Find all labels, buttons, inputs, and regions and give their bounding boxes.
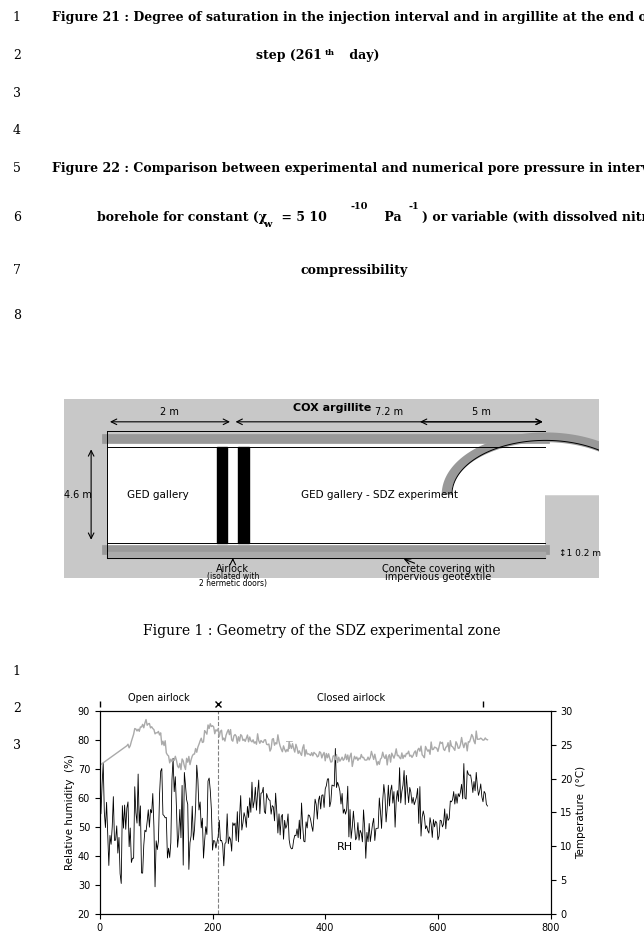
Text: 2: 2 xyxy=(13,702,21,715)
Text: 5: 5 xyxy=(13,162,21,175)
Text: GED gallery - SDZ experiment: GED gallery - SDZ experiment xyxy=(301,490,459,499)
Text: step (261: step (261 xyxy=(256,49,322,62)
Text: 4.6 m: 4.6 m xyxy=(64,490,91,499)
Text: Figure 22 : Comparison between experimental and numerical pore pressure in inter: Figure 22 : Comparison between experimen… xyxy=(52,162,644,175)
Text: -10: -10 xyxy=(351,202,368,211)
Text: = 5 10: = 5 10 xyxy=(277,211,327,224)
Text: Airlock: Airlock xyxy=(216,564,249,574)
Y-axis label: Temperature  (°C): Temperature (°C) xyxy=(576,766,585,859)
Text: 7.2 m: 7.2 m xyxy=(375,407,403,417)
Text: -1: -1 xyxy=(409,202,419,211)
Text: Figure 21 : Degree of saturation in the injection interval and in argillite at t: Figure 21 : Degree of saturation in the … xyxy=(52,11,644,24)
Text: 5 m: 5 m xyxy=(472,407,491,417)
Text: 6: 6 xyxy=(13,211,21,224)
Text: RH: RH xyxy=(336,842,353,853)
Text: Closed airlock: Closed airlock xyxy=(316,692,384,703)
Text: 7: 7 xyxy=(13,264,21,277)
Text: ) or variable (with dissolved nitrogen concentrat…: ) or variable (with dissolved nitrogen c… xyxy=(422,211,644,224)
Text: T: T xyxy=(286,741,292,751)
Text: impervious geotextile: impervious geotextile xyxy=(386,572,491,581)
Text: 3: 3 xyxy=(13,739,21,752)
Text: 3: 3 xyxy=(13,87,21,100)
Text: GED gallery: GED gallery xyxy=(127,490,189,499)
Text: day): day) xyxy=(345,49,379,62)
Bar xyxy=(107,439,545,550)
Text: 1: 1 xyxy=(13,665,21,678)
Text: borehole for constant (χ: borehole for constant (χ xyxy=(97,211,267,224)
Text: w: w xyxy=(263,220,271,230)
Text: 2 m: 2 m xyxy=(160,407,179,417)
Text: 1: 1 xyxy=(13,11,21,24)
Text: compressibility: compressibility xyxy=(301,264,408,277)
Text: Figure 1 : Geometry of the SDZ experimental zone: Figure 1 : Geometry of the SDZ experimen… xyxy=(143,624,501,638)
Bar xyxy=(64,398,599,578)
Text: ↕1 0.2 m: ↕1 0.2 m xyxy=(559,549,601,558)
Text: th: th xyxy=(325,49,336,57)
Y-axis label: Relative humidity  (%): Relative humidity (%) xyxy=(65,755,75,870)
Text: 2: 2 xyxy=(13,49,21,62)
Text: Open airlock: Open airlock xyxy=(128,692,190,703)
Text: 8: 8 xyxy=(13,309,21,322)
Text: 2 hermetic doors): 2 hermetic doors) xyxy=(199,579,267,588)
Text: Pa: Pa xyxy=(380,211,402,224)
Polygon shape xyxy=(450,439,641,495)
Text: 4: 4 xyxy=(13,124,21,138)
Text: COX argillite: COX argillite xyxy=(292,403,371,413)
Text: Concrete covering with: Concrete covering with xyxy=(382,564,495,574)
Text: (isolated with: (isolated with xyxy=(207,572,259,581)
